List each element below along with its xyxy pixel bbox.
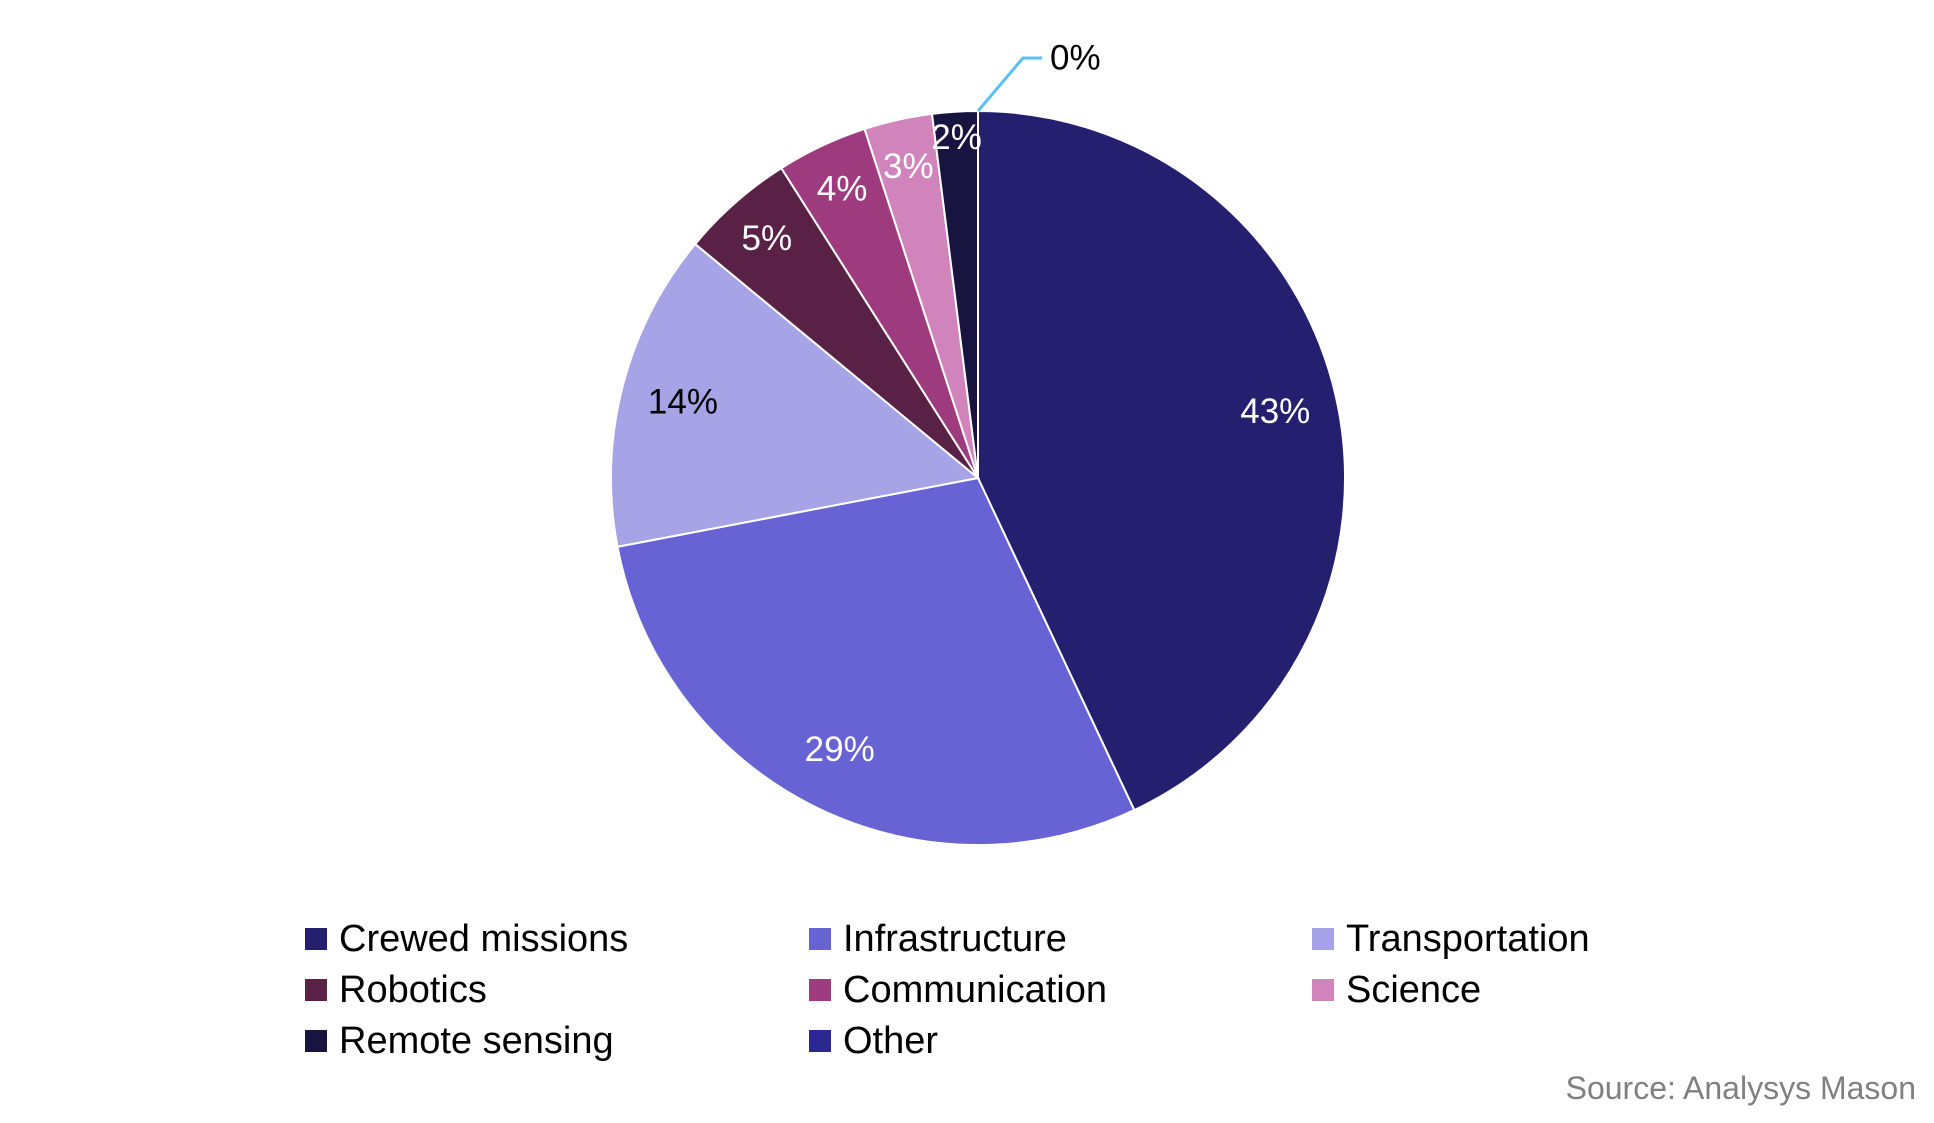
pie-slice-remote-sensing [930, 109, 979, 479]
legend-label: Robotics [339, 968, 487, 1011]
pie-slice-transportation [610, 242, 981, 548]
legend-label: Remote sensing [339, 1019, 614, 1062]
legend-item-robotics: Robotics [305, 969, 809, 1011]
legend-item-other: Other [809, 1020, 1312, 1062]
data-label-remote-sensing: 2% [931, 118, 982, 157]
legend-label: Crewed missions [339, 917, 629, 960]
leader-line [976, 56, 1042, 112]
legend: Crewed missions Infrastructure Transportat… [305, 918, 1712, 1062]
legend-label: Other [843, 1019, 939, 1062]
data-label-crewed-missions: 43% [1240, 392, 1310, 431]
legend-item-science: Science [1312, 969, 1712, 1011]
legend-swatch [809, 1030, 831, 1052]
data-label-science: 3% [883, 147, 934, 186]
legend-item-transportation: Transportation [1312, 918, 1712, 960]
legend-swatch [305, 979, 327, 1001]
legend-swatch [809, 979, 831, 1001]
pie-slice-crewed-missions [977, 109, 1346, 812]
data-label-infrastructure: 29% [805, 730, 875, 769]
data-label-communication: 4% [817, 170, 868, 209]
legend-label: Communication [843, 968, 1107, 1011]
data-label-robotics: 5% [742, 219, 793, 258]
legend-swatch [305, 1030, 327, 1052]
legend-swatch [1312, 928, 1334, 950]
legend-item-infrastructure: Infrastructure [809, 918, 1312, 960]
legend-swatch [305, 928, 327, 950]
legend-label: Transportation [1346, 917, 1590, 960]
legend-item-communication: Communication [809, 969, 1312, 1011]
legend-label: Infrastructure [843, 917, 1067, 960]
source-note: Source: Analysys Mason [1565, 1070, 1916, 1106]
data-label-transportation: 14% [648, 383, 718, 422]
legend-swatch [1312, 979, 1334, 1001]
legend-label: Science [1346, 968, 1482, 1011]
data-label-other: 0% [1050, 39, 1101, 78]
legend-swatch [809, 928, 831, 950]
pie-slice-infrastructure [616, 476, 1136, 846]
legend-item-crewed-missions: Crewed missions [305, 918, 809, 960]
legend-item-remote-sensing: Remote sensing [305, 1020, 809, 1062]
